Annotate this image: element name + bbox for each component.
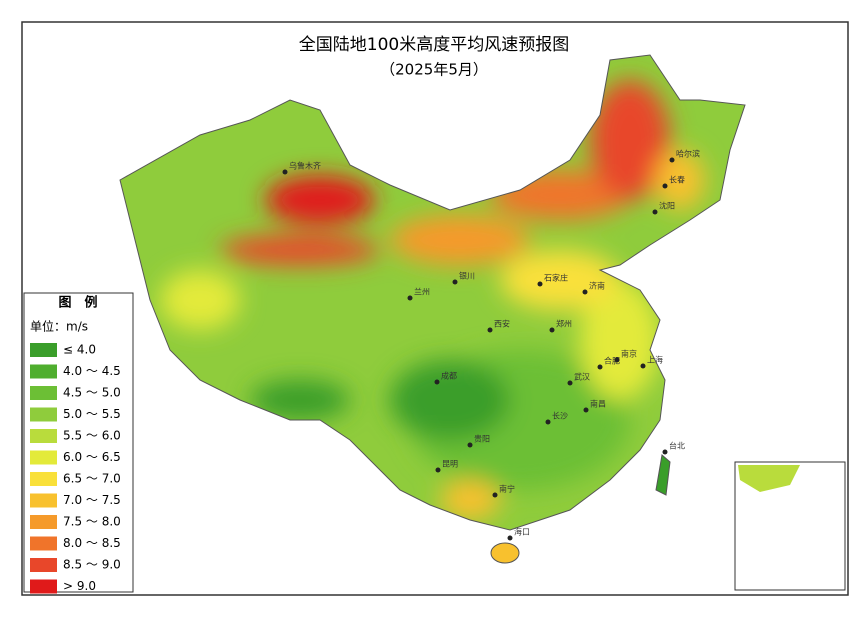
legend-swatch: [30, 450, 57, 465]
legend-label: 6.0 ～ 6.5: [63, 450, 121, 464]
city-label: 银川: [459, 271, 475, 281]
inset-land: [738, 465, 800, 492]
legend-label: > 9.0: [63, 579, 96, 593]
city-dot: [567, 380, 573, 386]
legend-items: ≤ 4.0 4.0 ～ 4.5 4.5 ～ 5.0 5.0 ～ 5.5 5.5 ～ 6.…: [30, 343, 121, 594]
subtitle: （2025年5月）: [380, 61, 488, 79]
city-dot: [662, 449, 668, 455]
city-label: 哈尔滨: [676, 149, 700, 159]
legend-swatch: [30, 536, 57, 551]
city-label: 武汉: [574, 372, 590, 382]
legend-swatch: [30, 579, 57, 594]
legend-label: ≤ 4.0: [63, 343, 96, 357]
city-dot: [545, 419, 551, 425]
city-dot: [614, 357, 620, 363]
frame: [21, 21, 849, 596]
city-label: 昆明: [442, 460, 458, 469]
city-dot: [537, 281, 543, 287]
city-dot: [640, 363, 646, 369]
legend-title: 图 例: [58, 295, 97, 311]
legend-label: 7.5 ～ 8.0: [63, 515, 121, 529]
wind-field: [120, 55, 745, 530]
legend-unit: 单位：m/s: [30, 319, 88, 334]
city-label: 西安: [494, 319, 510, 329]
city-label: 台北: [669, 441, 685, 451]
city-dot: [452, 279, 458, 285]
legend-swatch: [30, 343, 57, 357]
city-dot: [434, 379, 440, 385]
city-label: 长沙: [552, 411, 568, 421]
legend-swatch: [30, 386, 57, 400]
legend-swatch: [30, 493, 57, 508]
city-label: 上海: [647, 355, 663, 365]
city-dot: [549, 327, 555, 333]
legend-label: 5.0 ～ 5.5: [63, 407, 121, 421]
legend-label: 5.5 ～ 6.0: [63, 429, 121, 443]
city-dot: [507, 535, 513, 541]
city-dot: [407, 295, 413, 301]
border: [119, 54, 746, 531]
city-dot: [669, 157, 675, 163]
city-dot: [597, 364, 603, 370]
title: 全国陆地100米高度平均风速预报图: [299, 35, 569, 55]
legend-label: 4.5 ～ 5.0: [63, 386, 121, 400]
city-dot: [652, 209, 658, 215]
legend-swatch: [30, 515, 57, 529]
city-dot: [582, 289, 588, 295]
city-label: 郑州: [556, 319, 572, 329]
city-dot: [662, 183, 668, 189]
city-label: 南宁: [499, 484, 515, 494]
city-label: 南京: [621, 349, 637, 359]
legend-label: 7.0 ～ 7.5: [63, 493, 121, 507]
legend-swatch: [30, 558, 57, 572]
city-label: 贵阳: [474, 434, 490, 444]
legend-label: 8.0 ～ 8.5: [63, 536, 121, 550]
city-label: 合肥: [604, 356, 620, 366]
city-label: 长春: [669, 175, 685, 185]
city-dot: [583, 407, 589, 413]
city-label: 海口: [514, 527, 530, 537]
city-label: 石家庄: [544, 273, 568, 283]
city-dot: [435, 467, 441, 473]
legend-swatch: [30, 407, 57, 422]
city-dot: [487, 327, 493, 333]
taiwan: [655, 454, 671, 496]
city-label: 济南: [589, 281, 605, 291]
legend-swatch: [30, 429, 57, 443]
city-label: 南昌: [590, 399, 606, 409]
legend-label: 8.5 ～ 9.0: [63, 558, 121, 572]
city-dot: [467, 442, 473, 448]
legend-swatch: [30, 472, 57, 486]
legend-swatch: [30, 364, 57, 379]
city-label: 兰州: [414, 287, 430, 297]
city-label: 乌鲁木齐: [289, 161, 321, 171]
legend-label: 4.0 ～ 4.5: [63, 364, 121, 378]
legend-label: 6.5 ～ 7.0: [63, 472, 121, 486]
city-dot: [282, 169, 288, 175]
city-dot: [492, 492, 498, 498]
city-label: 成都: [441, 371, 457, 381]
city-label: 沈阳: [659, 201, 675, 211]
hainan: [490, 542, 520, 564]
